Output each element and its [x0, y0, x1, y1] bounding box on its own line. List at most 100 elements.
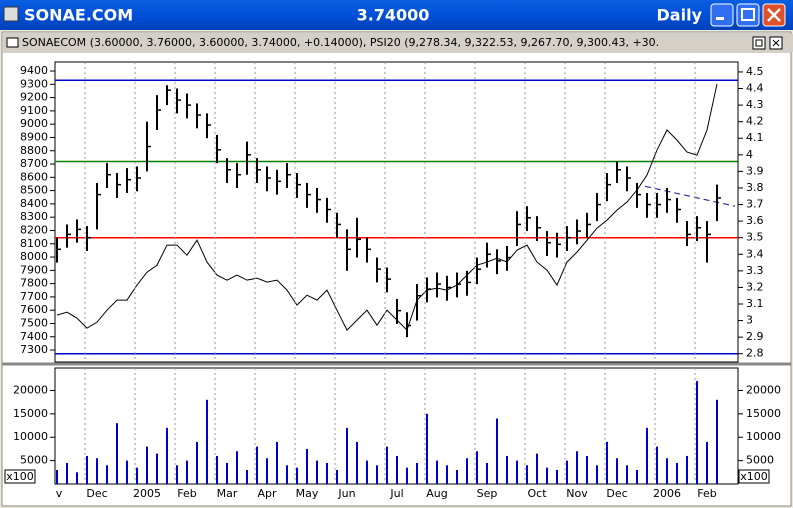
volume-bar [546, 467, 548, 484]
x-tick-label: Aug [426, 487, 447, 500]
y-tick-label: 8600 [20, 170, 48, 183]
volume-bar [126, 460, 128, 484]
legend-name: SONAECOM [22, 36, 86, 49]
y2-tick-label: 2.9 [746, 330, 764, 343]
x-tick-label: 2006 [653, 487, 681, 500]
y-tick-label: 8800 [20, 144, 48, 157]
y2-tick-label: 3.6 [746, 214, 764, 227]
volume-bar [446, 465, 448, 484]
volume-bar [336, 469, 338, 484]
volume-bar [136, 467, 138, 484]
volume-bar [286, 465, 288, 484]
x-tick-label: v [56, 487, 63, 500]
unit-label: x100 [740, 470, 768, 483]
volume-bar [366, 460, 368, 484]
x-tick-label: Sep [477, 487, 498, 500]
y-tick-label: 7300 [20, 343, 48, 356]
title-bar [0, 0, 793, 30]
volume-bar [226, 462, 228, 484]
volume-bar [406, 467, 408, 484]
index-line [56, 83, 718, 332]
volume-bar [476, 451, 478, 484]
y-tick-label: 8300 [20, 210, 48, 223]
y-tick-label: 7700 [20, 290, 48, 303]
legend-values: (3.60000, 3.76000, 3.60000, 3.74000, +0.… [90, 36, 367, 49]
volume-bar [556, 469, 558, 484]
pane-close[interactable] [769, 36, 783, 50]
volume-bar [596, 465, 598, 484]
volume-bar [496, 418, 498, 484]
volume-bar [256, 446, 258, 484]
x-tick-label: Dec [606, 487, 627, 500]
volume-bar [196, 441, 198, 484]
pane-maximize[interactable] [752, 36, 766, 50]
chart-header [3, 33, 790, 53]
y-tick-label: 9200 [20, 91, 48, 104]
unit-box [738, 469, 770, 484]
volume-bar [436, 460, 438, 484]
volume-bar [576, 451, 578, 484]
volume-bar [676, 462, 678, 484]
y2-tick-label: 5000 [746, 454, 774, 467]
header-icon [6, 37, 19, 48]
y2-tick-label: 15000 [746, 407, 781, 420]
volume-bar [86, 455, 88, 484]
volume-bar [306, 448, 308, 484]
y-tick-label: 10000 [13, 430, 48, 443]
y-tick-label: 5000 [20, 454, 48, 467]
volume-bar [506, 455, 508, 484]
y2-tick-label: 4.5 [746, 65, 764, 78]
volume-bar [276, 441, 278, 484]
volume-bar [386, 446, 388, 484]
volume-bar [696, 381, 698, 484]
volume-bar [606, 441, 608, 484]
volume-bar [56, 469, 58, 484]
volume-bar [176, 465, 178, 484]
volume-bar [456, 469, 458, 484]
trendline [644, 185, 736, 207]
legend-name: PSI20 [370, 36, 401, 49]
x-tick-label: 2005 [133, 487, 161, 500]
y2-tick-label: 3.3 [746, 264, 764, 277]
y-tick-label: 8000 [20, 250, 48, 263]
close-button[interactable] [762, 3, 786, 27]
x-tick-label: Apr [257, 487, 277, 500]
y2-tick-label: 3.2 [746, 280, 764, 293]
volume-bar [466, 458, 468, 484]
volume-bar [626, 465, 628, 484]
maximize-button[interactable] [736, 3, 760, 27]
x-tick-label: Feb [697, 487, 716, 500]
x-tick-label: Mar [217, 487, 238, 500]
y-tick-label: 9100 [20, 104, 48, 117]
y2-tick-label: 10000 [746, 430, 781, 443]
y-tick-label: 9000 [20, 117, 48, 130]
y-tick-label: 20000 [13, 383, 48, 396]
y2-tick-label: 20000 [746, 383, 781, 396]
volume-bar [616, 458, 618, 484]
volume-bar [96, 458, 98, 484]
y-tick-label: 7900 [20, 263, 48, 276]
volume-bar [376, 465, 378, 484]
volume-bar [586, 455, 588, 484]
window-period: Daily [657, 6, 703, 25]
y2-tick-label: 4.3 [746, 98, 764, 111]
minimize-button[interactable] [710, 3, 734, 27]
y2-tick-label: 3.9 [746, 164, 764, 177]
unit-box [4, 469, 36, 484]
y2-tick-label: 3.5 [746, 231, 764, 244]
y-tick-label: 7600 [20, 303, 48, 316]
volume-bar [156, 453, 158, 484]
volume-bar [426, 413, 428, 484]
x-tick-label: Nov [566, 487, 588, 500]
volume-bar [486, 462, 488, 484]
y-tick-label: 8500 [20, 184, 48, 197]
x-tick-label: Oct [527, 487, 547, 500]
window-title: SONAE.COM [24, 6, 133, 25]
y-tick-label: 8200 [20, 223, 48, 236]
y2-tick-label: 4.1 [746, 131, 764, 144]
volume-bar [326, 462, 328, 484]
y2-tick-label: 3.1 [746, 297, 764, 310]
legend: SONAECOM (3.60000, 3.76000, 3.60000, 3.7… [22, 36, 659, 49]
